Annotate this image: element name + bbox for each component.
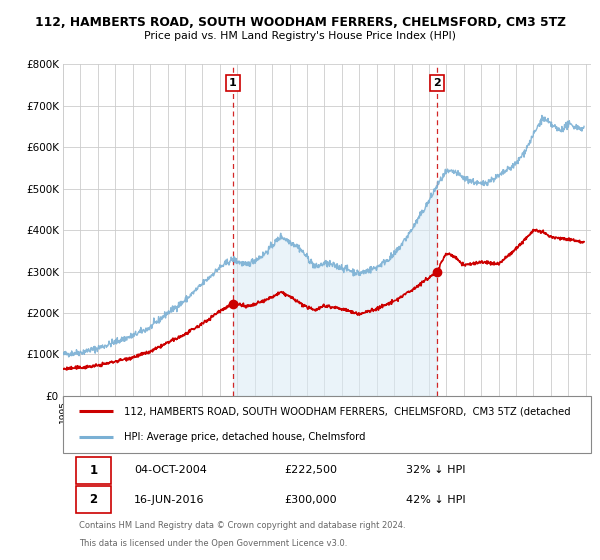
Text: This data is licensed under the Open Government Licence v3.0.: This data is licensed under the Open Gov…	[79, 539, 347, 548]
Text: £222,500: £222,500	[285, 465, 338, 475]
Text: Price paid vs. HM Land Registry's House Price Index (HPI): Price paid vs. HM Land Registry's House …	[144, 31, 456, 41]
Text: 112, HAMBERTS ROAD, SOUTH WOODHAM FERRERS, CHELMSFORD, CM3 5TZ: 112, HAMBERTS ROAD, SOUTH WOODHAM FERRER…	[35, 16, 565, 29]
Text: 16-JUN-2016: 16-JUN-2016	[134, 494, 205, 505]
Text: 112, HAMBERTS ROAD, SOUTH WOODHAM FERRERS,  CHELMSFORD,  CM3 5TZ (detached: 112, HAMBERTS ROAD, SOUTH WOODHAM FERRER…	[124, 406, 571, 416]
Text: 32% ↓ HPI: 32% ↓ HPI	[406, 465, 466, 475]
Text: 04-OCT-2004: 04-OCT-2004	[134, 465, 207, 475]
Text: Contains HM Land Registry data © Crown copyright and database right 2024.: Contains HM Land Registry data © Crown c…	[79, 521, 406, 530]
Text: 2: 2	[89, 493, 97, 506]
Text: 42% ↓ HPI: 42% ↓ HPI	[406, 494, 466, 505]
Text: £300,000: £300,000	[285, 494, 337, 505]
Text: 2: 2	[433, 78, 441, 88]
Text: 1: 1	[89, 464, 97, 477]
FancyBboxPatch shape	[76, 456, 110, 484]
FancyBboxPatch shape	[63, 396, 591, 453]
Text: 1: 1	[229, 78, 237, 88]
Text: HPI: Average price, detached house, Chelmsford: HPI: Average price, detached house, Chel…	[124, 432, 365, 442]
FancyBboxPatch shape	[76, 486, 110, 513]
